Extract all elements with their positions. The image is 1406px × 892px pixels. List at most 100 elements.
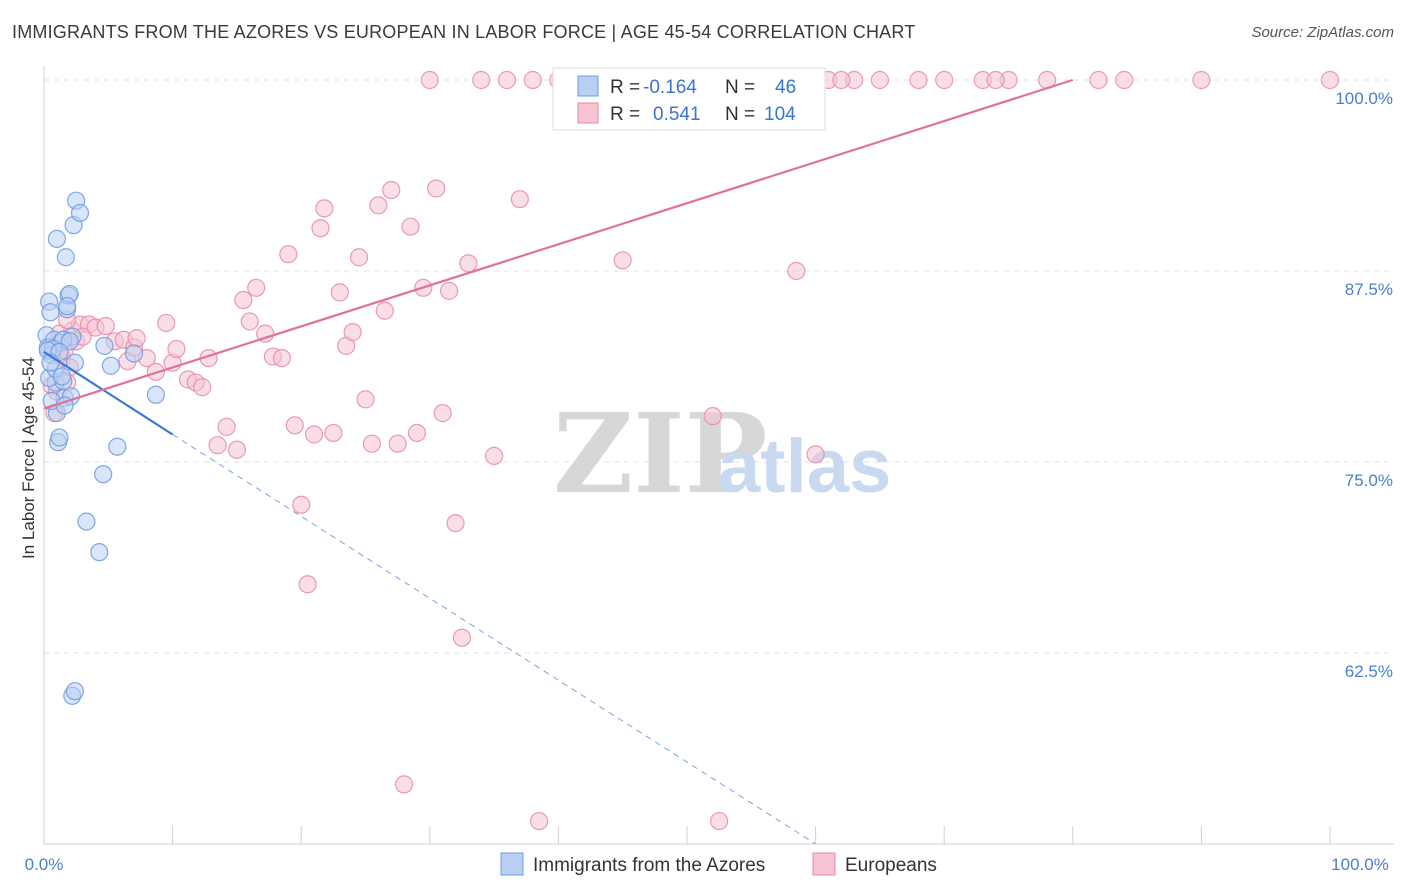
tick-labels: 62.5% 75.0% 87.5% 100.0% 0.0% 100.0% (25, 89, 1393, 874)
europeans-point-72 (530, 811, 549, 831)
europeans-point-96 (1320, 70, 1340, 90)
azores-point-41 (58, 297, 77, 316)
legend-europeans-n-value: 104 (764, 104, 796, 125)
legend-swatch-europeans (577, 102, 599, 124)
azores-point-33 (77, 512, 96, 531)
europeans-point-68 (485, 446, 504, 465)
europeans-point-85 (806, 445, 825, 464)
europeans-point-63 (439, 281, 459, 300)
europeans-point-51 (362, 434, 382, 453)
europeans-point-80 (703, 407, 722, 426)
legend-swatch-azores (577, 75, 599, 97)
europeans-point-37 (272, 348, 292, 368)
bottom-legend-europeans: Europeans (845, 855, 937, 876)
europeans-point-52 (369, 196, 388, 215)
europeans-point-34 (247, 278, 266, 297)
europeans-point-42 (304, 425, 324, 444)
chart-title: IMMIGRANTS FROM THE AZORES VS EUROPEAN I… (12, 22, 916, 42)
europeans-point-101 (832, 70, 851, 90)
europeans-point-55 (388, 434, 407, 453)
azores-trend-line (43, 351, 174, 436)
legend-europeans-n-label: N = (725, 104, 755, 125)
europeans-point-70 (510, 190, 529, 209)
europeans-point-45 (324, 423, 343, 443)
europeans-point-49 (349, 248, 369, 267)
europeans-point-30 (217, 417, 236, 436)
bottom-legend-swatch-europeans (812, 852, 836, 876)
y-tick-label-3: 100.0% (1335, 89, 1393, 108)
europeans-point-27 (193, 378, 212, 397)
europeans-point-41 (298, 575, 317, 594)
y-tick-label-1: 75.0% (1345, 471, 1393, 490)
azores-point-21 (70, 203, 90, 223)
europeans-point-81 (710, 811, 729, 831)
legend-azores-r-value: -0.164 (643, 77, 697, 98)
europeans-point-102 (986, 70, 1005, 90)
azores-point-28 (101, 356, 120, 375)
azores-point-9 (50, 428, 69, 447)
azores-point-34 (90, 543, 109, 562)
legend-europeans-r-value: 0.541 (653, 104, 701, 125)
y-axis-title: In Labor Force | Age 45-54 (19, 357, 38, 559)
axes (43, 66, 1394, 845)
y-tick-label-0: 62.5% (1345, 662, 1393, 681)
watermark-atlas: atlas (718, 424, 891, 509)
legend-box: R = -0.164 N = 46 R = 0.541 N = 104 (552, 67, 826, 131)
europeans-point-65 (452, 628, 472, 647)
europeans-point-24 (167, 339, 186, 359)
azores-point-30 (146, 385, 165, 404)
europeans-point-50 (356, 390, 375, 409)
europeans-point-29 (208, 436, 227, 455)
europeans-point-46 (330, 283, 349, 302)
y-tick-label-2: 87.5% (1345, 280, 1393, 299)
azores-point-36 (65, 682, 84, 701)
europeans-point-93 (1089, 70, 1108, 90)
europeans-point-35 (256, 324, 275, 343)
azores-point-27 (95, 336, 114, 355)
europeans-point-88 (909, 70, 928, 90)
bottom-legend: Immigrants from the Azores Europeans (500, 852, 937, 876)
azores-point-32 (94, 465, 113, 484)
watermark: ZIP atlas (553, 389, 891, 518)
trend-lines (43, 78, 1074, 845)
watermark-zip: ZIP (553, 389, 767, 518)
europeans-point-94 (1115, 70, 1134, 90)
europeans-point-89 (935, 70, 954, 90)
europeans-point-64 (446, 514, 465, 533)
azores-point-29 (124, 344, 144, 363)
legend-azores-n-value: 46 (775, 77, 796, 98)
europeans-point-22 (157, 313, 176, 333)
europeans-point-14 (96, 316, 115, 336)
europeans-point-54 (382, 180, 401, 200)
x-tick-label-0: 0.0% (25, 855, 64, 874)
europeans-point-19 (127, 329, 146, 348)
europeans-point-66 (459, 254, 478, 273)
bottom-legend-swatch-azores (500, 852, 524, 876)
europeans-point-62 (433, 404, 452, 423)
azores-point-31 (108, 437, 127, 456)
azores-point-10 (47, 229, 66, 249)
europeans-point-39 (285, 416, 304, 435)
europeans-point-48 (343, 323, 362, 342)
source-label: Source: ZipAtlas.com (1251, 24, 1394, 41)
europeans-point-40 (292, 495, 311, 514)
europeans-point-31 (227, 440, 246, 459)
bottom-legend-azores: Immigrants from the Azores (533, 855, 765, 876)
europeans-point-95 (1192, 70, 1211, 90)
europeans-point-58 (407, 423, 427, 443)
europeans-point-43 (311, 219, 330, 238)
europeans-trend-line (43, 78, 1074, 410)
europeans-point-61 (427, 179, 446, 198)
europeans-point-77 (613, 251, 632, 270)
europeans-point-71 (523, 70, 542, 90)
europeans-point-53 (375, 301, 394, 320)
europeans-point-69 (497, 70, 517, 90)
europeans-point-57 (401, 217, 420, 236)
grid-lines (44, 79, 1390, 654)
legend-europeans-r-label: R = (610, 104, 640, 125)
europeans-point-56 (394, 775, 414, 794)
europeans-point-44 (315, 199, 334, 218)
azores-point-3 (41, 303, 60, 322)
europeans-point-67 (472, 70, 491, 90)
europeans-point-33 (240, 312, 259, 331)
